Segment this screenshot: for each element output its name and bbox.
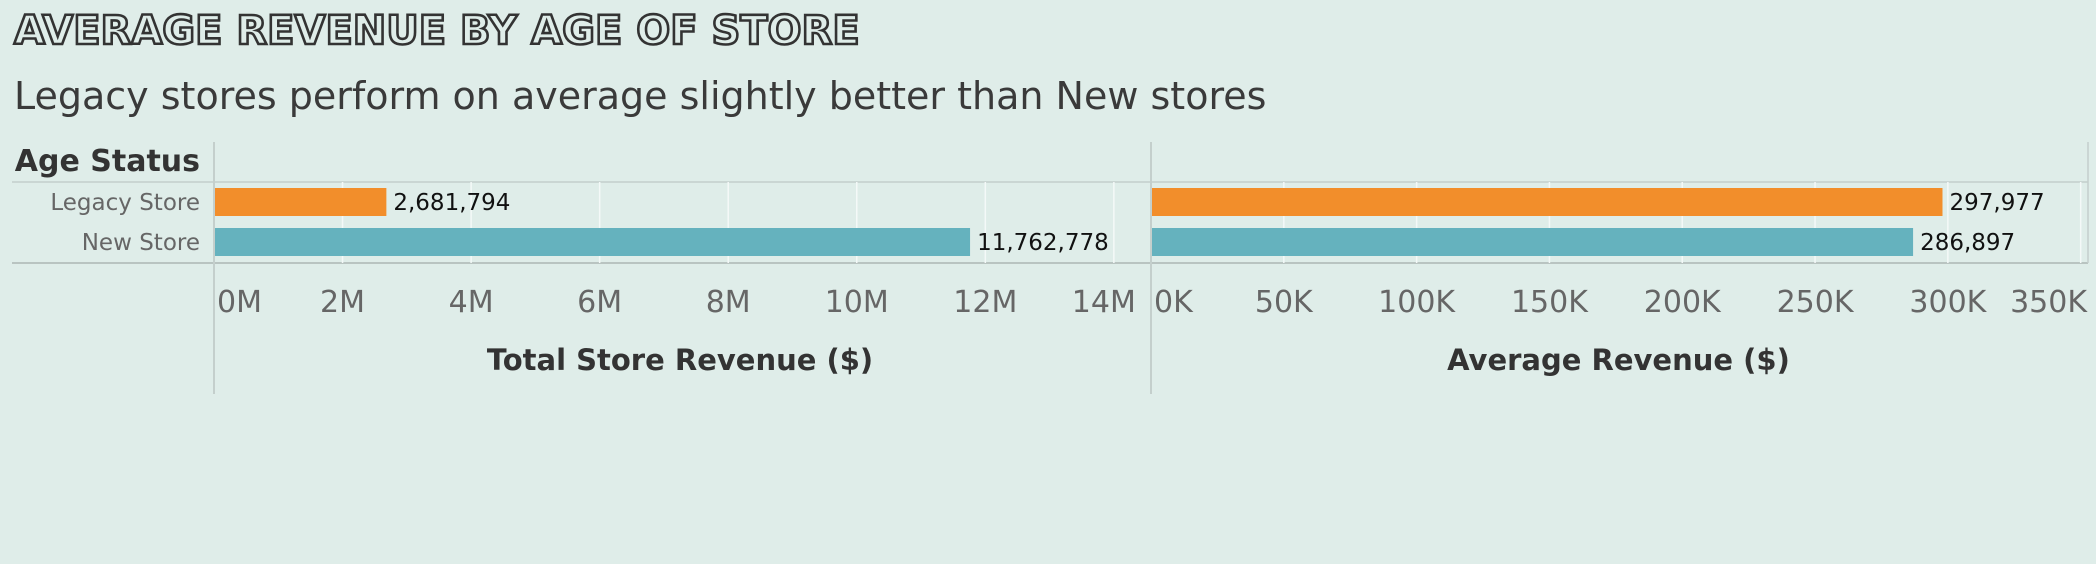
tick-label: 150K — [1511, 285, 1589, 320]
tick-label: 250K — [1777, 285, 1855, 320]
panel-average-revenue: 297,977 286,897 0K 50K 100K 150K 200K 250K 300K 3… — [1150, 142, 2088, 394]
tick-label: 200K — [1644, 285, 1722, 320]
tick-label: 50K — [1255, 285, 1314, 320]
row-labels: Legacy Store New Store — [50, 190, 200, 256]
chart-title: Average Revenue by Age of Store — [13, 7, 861, 56]
tick-label: 10M — [825, 285, 889, 320]
axis-title: Average Revenue ($) — [1447, 343, 1790, 377]
bar-legacy-store — [215, 188, 387, 216]
panel-total-revenue: 2,681,794 11,762,778 0M 2M 4M 6M 8M 10M 12M 14M To… — [213, 142, 1136, 394]
tick-label: 0K — [1154, 285, 1194, 320]
data-label: 286,897 — [1920, 230, 2015, 256]
tick-label: 6M — [577, 285, 622, 320]
row-header: Age Status — [15, 144, 200, 179]
tick-label: 12M — [953, 285, 1017, 320]
chart-subtitle: Legacy stores perform on average slightl… — [14, 74, 1267, 118]
axis-title: Total Store Revenue ($) — [487, 343, 873, 377]
tick-label: 8M — [706, 285, 751, 320]
tick-label: 100K — [1378, 285, 1456, 320]
tick-label: 14M — [1072, 285, 1136, 320]
tick-label: 0M — [217, 285, 262, 320]
tick-label: 4M — [449, 285, 494, 320]
chart-structure — [12, 142, 2089, 264]
bar-new-store — [1152, 228, 1914, 256]
tick-label: 2M — [320, 285, 365, 320]
tick-label: 350K — [2010, 285, 2088, 320]
row-label: Legacy Store — [50, 190, 200, 216]
chart-panels: 2,681,794 11,762,778 0M 2M 4M 6M 8M 10M 12M 14M To… — [213, 142, 2088, 394]
row-label: New Store — [82, 230, 200, 256]
data-label: 2,681,794 — [393, 190, 510, 216]
data-label: 297,977 — [1950, 190, 2045, 216]
tick-label: 300K — [1909, 285, 1987, 320]
bar-legacy-store — [1152, 188, 1943, 216]
data-label: 11,762,778 — [977, 230, 1109, 256]
bar-new-store — [215, 228, 971, 256]
